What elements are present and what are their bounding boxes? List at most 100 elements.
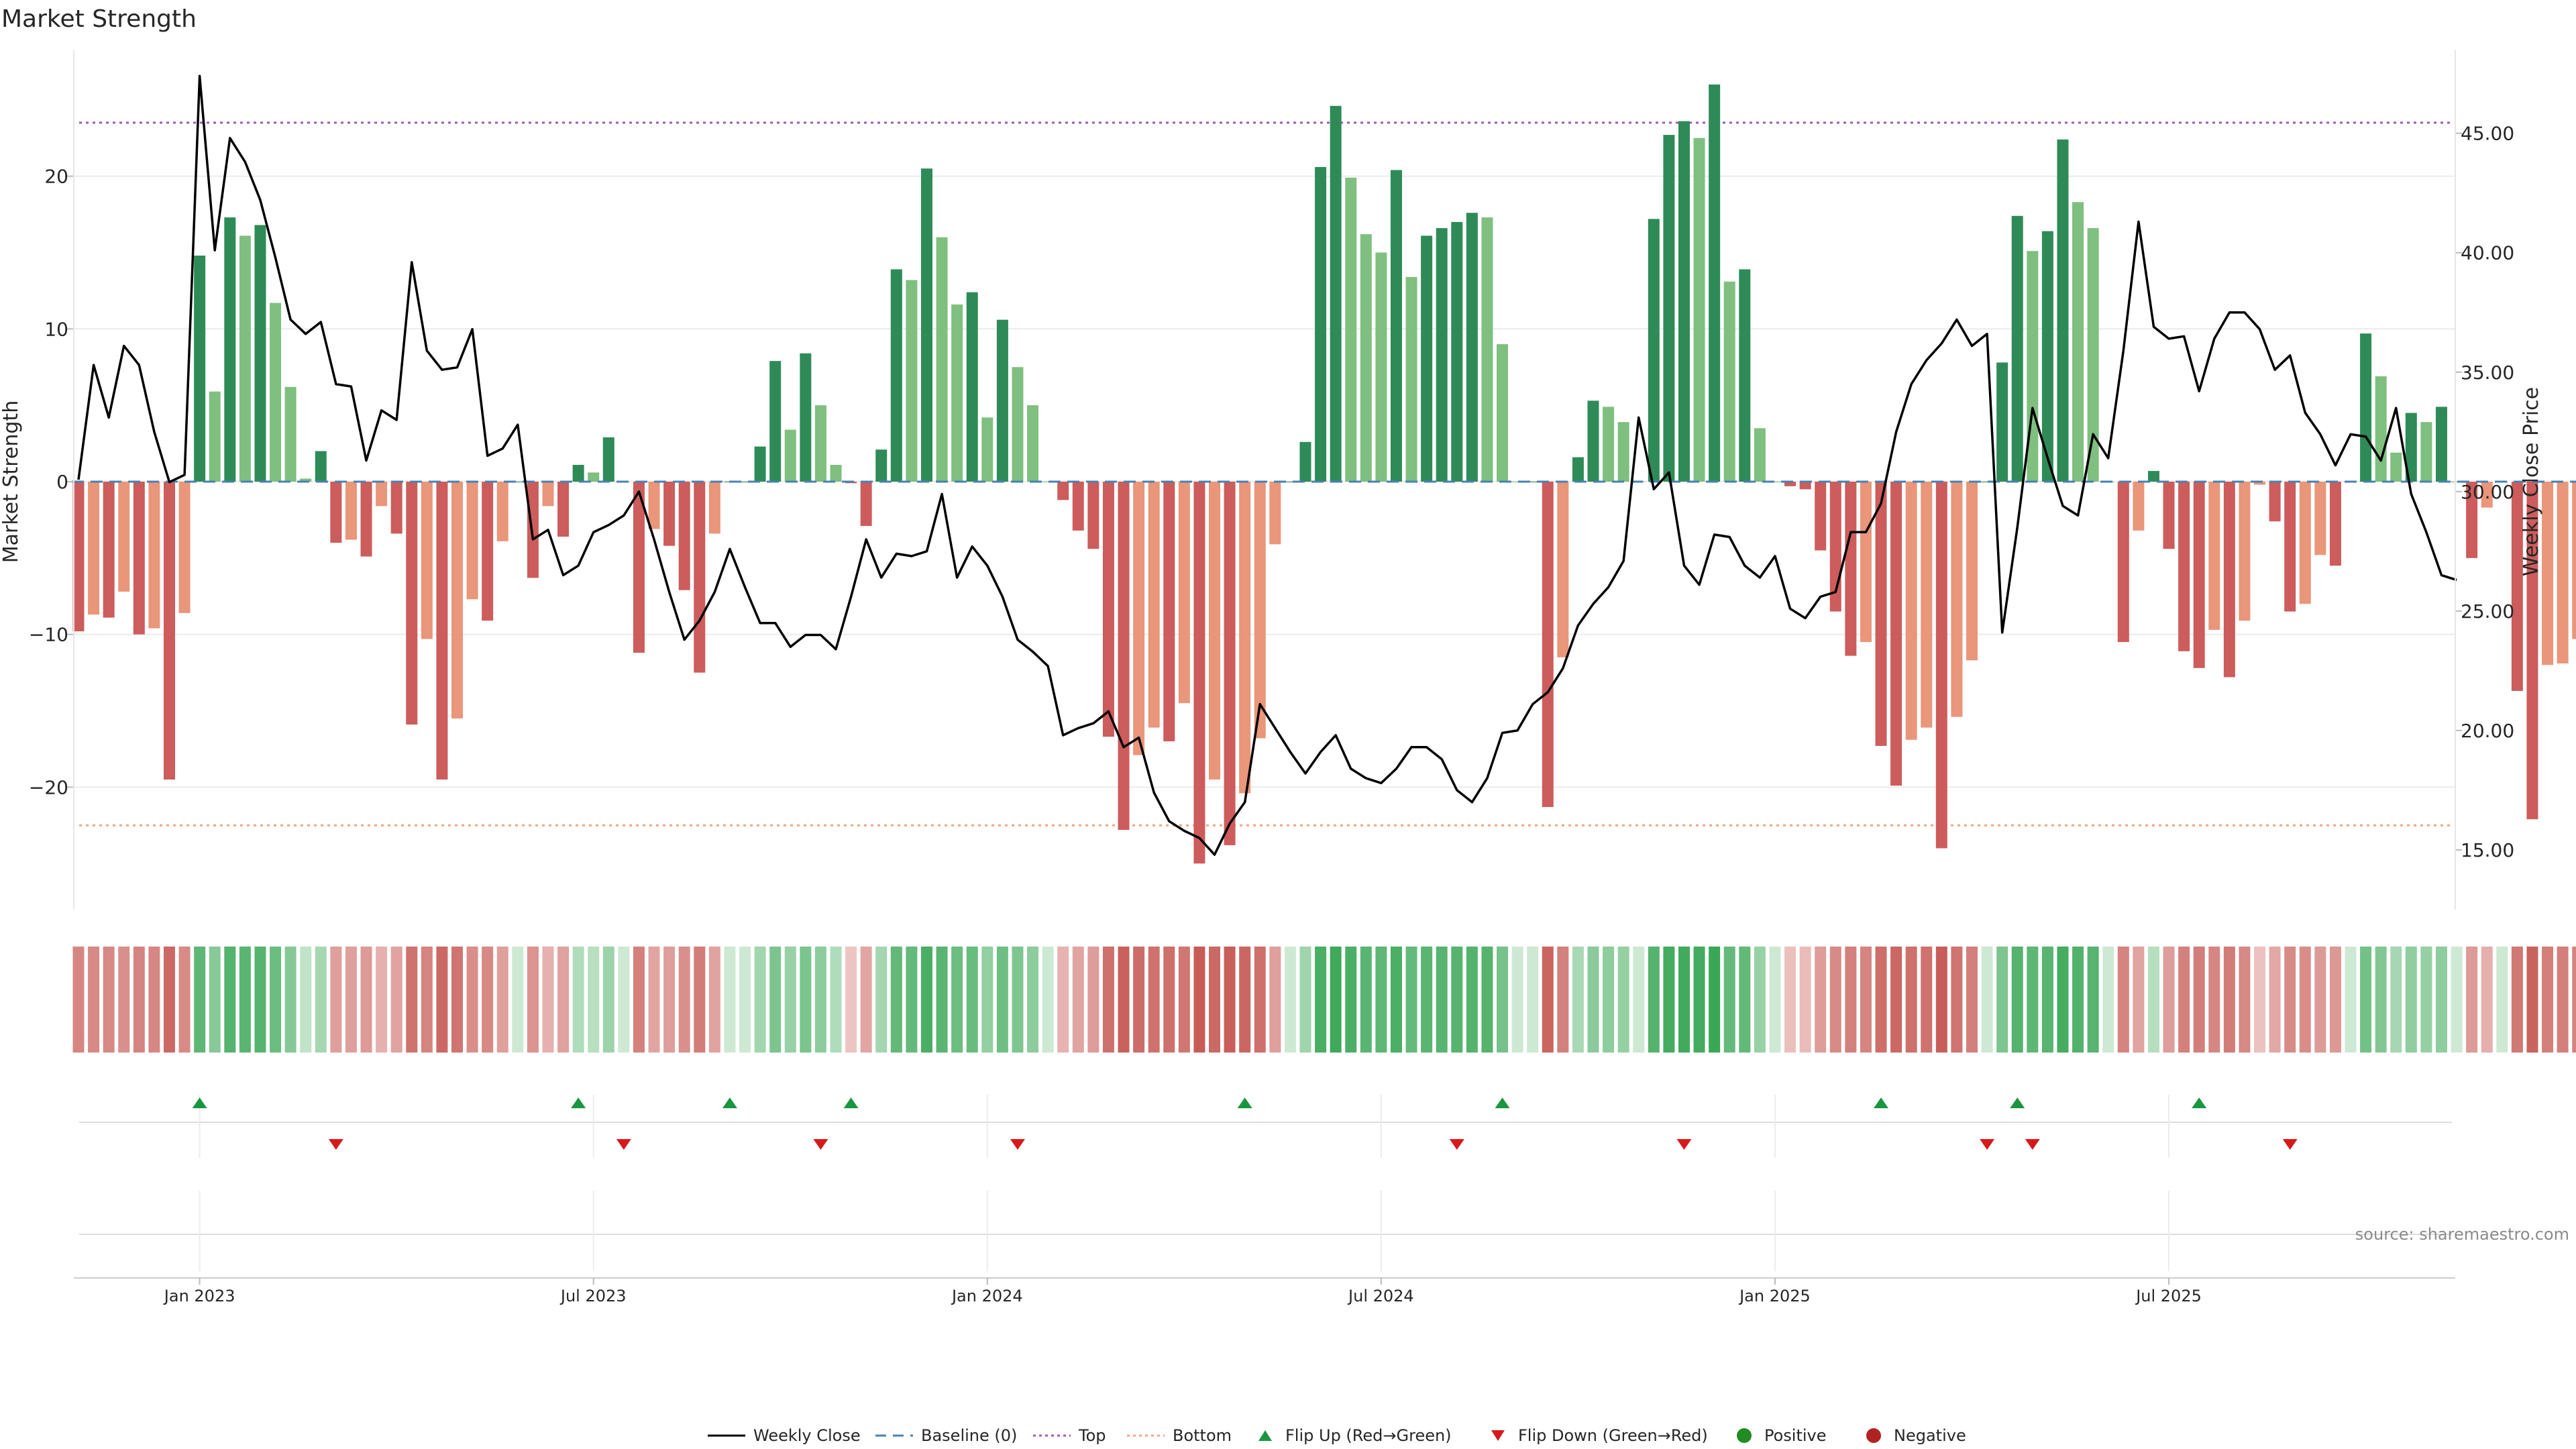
heat-cell: [2466, 947, 2478, 1053]
strength-bar: [239, 235, 251, 482]
strength-bar: [1421, 235, 1433, 482]
strength-bar: [1935, 482, 1947, 849]
strength-bar: [966, 292, 978, 482]
heat-cell: [588, 947, 600, 1053]
heat-cell: [2102, 947, 2114, 1053]
legend-up-triangle-icon: [1258, 1430, 1272, 1441]
heat-cell: [345, 947, 357, 1053]
heat-cell: [2147, 947, 2159, 1053]
heat-cell: [178, 947, 191, 1053]
strength-bar: [1709, 84, 1721, 482]
heat-cell: [2072, 947, 2084, 1053]
heat-cell: [2117, 947, 2129, 1053]
heat-cell: [1935, 947, 1947, 1053]
heat-cell: [724, 947, 736, 1053]
heat-cell: [2435, 947, 2447, 1053]
heat-cell: [1739, 947, 1751, 1053]
heat-cell: [1784, 947, 1796, 1053]
heat-cell: [103, 947, 115, 1053]
strength-bar: [1905, 482, 1917, 740]
heat-cell: [1057, 947, 1069, 1053]
strength-bar: [648, 482, 660, 529]
strength-bar: [754, 446, 766, 482]
heat-cell: [2375, 947, 2387, 1053]
strength-bar: [1027, 405, 1039, 482]
heat-cell: [1723, 947, 1735, 1053]
strength-bar: [2147, 471, 2159, 482]
strength-bar: [1436, 228, 1448, 482]
heat-cell: [2299, 947, 2311, 1053]
heat-cell: [421, 947, 433, 1053]
heat-cell: [1754, 947, 1766, 1053]
heat-cell: [996, 947, 1008, 1053]
heat-cell: [1178, 947, 1190, 1053]
heat-cell: [2360, 947, 2372, 1053]
heat-cell: [2254, 947, 2266, 1053]
legend-item: Negative: [1866, 1426, 1966, 1445]
heat-cell: [1254, 947, 1266, 1053]
heat-cell: [678, 947, 690, 1053]
weekly-close-line: [77, 74, 2457, 856]
strength-bar: [1057, 482, 1069, 500]
strength-bar: [2299, 482, 2311, 604]
strength-bar: [178, 482, 191, 613]
flip-up-marker: [2192, 1097, 2207, 1108]
strength-bar: [1860, 482, 1872, 643]
strength-bar: [2284, 482, 2296, 612]
heat-cell: [860, 947, 872, 1053]
heat-cell: [2041, 947, 2053, 1053]
strength-bar: [1224, 482, 1236, 845]
heat-cell: [2405, 947, 2417, 1053]
strength-bar: [2511, 482, 2523, 691]
heat-cell: [1497, 947, 1509, 1053]
strength-bar: [2223, 482, 2235, 678]
heat-cell: [1330, 947, 1342, 1053]
heat-cell: [1905, 947, 1917, 1053]
strength-bar: [1466, 213, 1478, 482]
heat-cell: [2027, 947, 2039, 1053]
heat-cell: [1102, 947, 1114, 1053]
left-axis-title: Market Strength: [0, 400, 23, 563]
heat-cell: [981, 947, 994, 1053]
strength-bar: [2572, 482, 2576, 639]
right-tick-label: 35.00: [2461, 362, 2514, 384]
flip-up-marker: [571, 1097, 586, 1108]
strength-bar: [814, 405, 826, 482]
heat-cell: [1769, 947, 1781, 1053]
strength-bar: [72, 482, 85, 632]
heat-cell: [2314, 947, 2326, 1053]
heat-cell: [830, 947, 842, 1053]
strength-bar: [406, 482, 418, 725]
strength-bar: [2178, 482, 2190, 651]
heat-cell: [527, 947, 539, 1053]
heat-cell: [618, 947, 630, 1053]
strength-bar: [542, 482, 554, 506]
strength-bar: [390, 482, 402, 534]
heat-cell: [2011, 947, 2023, 1053]
heat-cell: [1587, 947, 1599, 1053]
strength-bar: [1663, 135, 1675, 482]
strength-bar: [224, 217, 236, 482]
heat-cell: [254, 947, 266, 1053]
legend-item: Bottom: [1127, 1426, 1232, 1445]
left-tick-label: −20: [29, 776, 68, 798]
legend-item: Top: [1033, 1426, 1106, 1445]
strength-bar: [1587, 400, 1599, 482]
heat-cell: [2572, 947, 2576, 1053]
strength-bar: [572, 464, 584, 482]
heat-cell: [906, 947, 918, 1053]
strength-bar: [1617, 422, 1629, 482]
strength-bar: [1087, 482, 1099, 549]
strength-bar: [2117, 482, 2129, 643]
heat-cell: [2284, 947, 2296, 1053]
heat-cell: [2390, 947, 2402, 1053]
flip-up-marker: [192, 1097, 207, 1108]
heat-cell: [1299, 947, 1311, 1053]
strength-bar: [1254, 482, 1266, 739]
strength-bar: [270, 303, 282, 482]
strength-bar: [860, 482, 872, 527]
strength-bar: [163, 482, 175, 780]
heat-cell: [1921, 947, 1933, 1053]
strength-bar: [1603, 407, 1615, 482]
heat-cell: [1012, 947, 1024, 1053]
